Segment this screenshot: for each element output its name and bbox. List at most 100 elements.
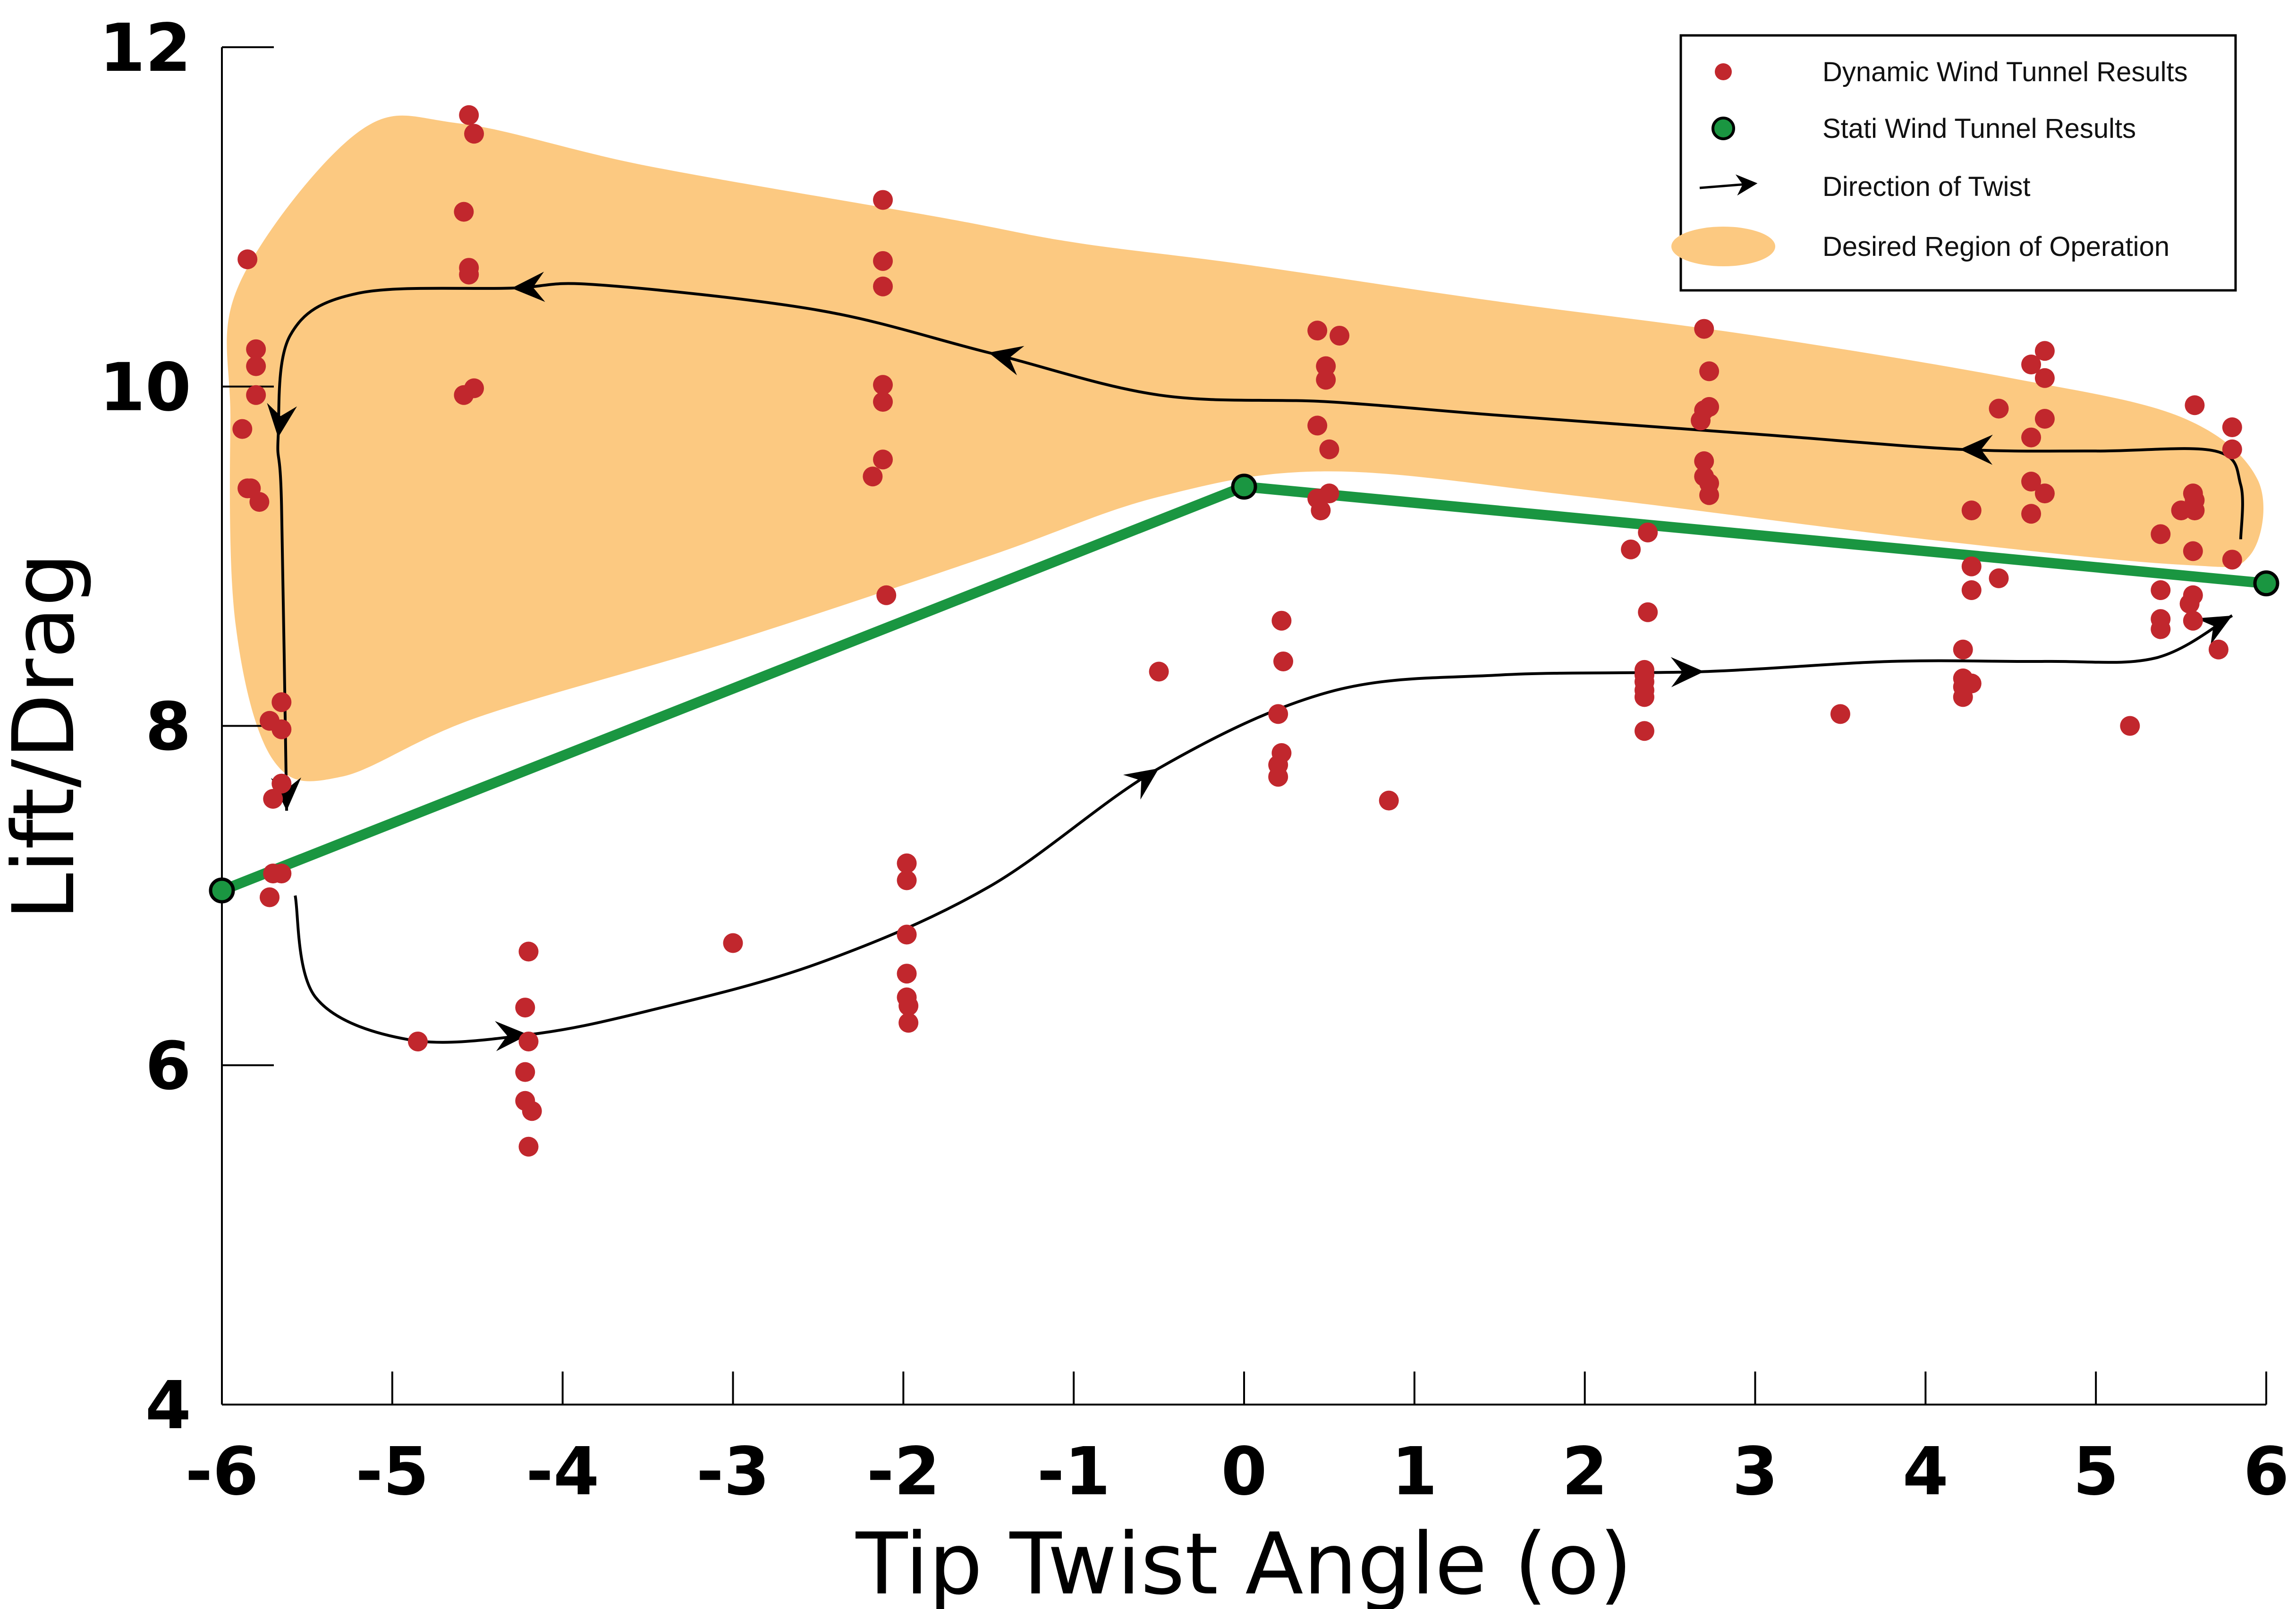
dynamic-point — [1961, 556, 1982, 576]
dynamic-point — [518, 941, 539, 962]
twist-arrowhead — [267, 403, 297, 438]
dynamic-point — [1694, 319, 1714, 339]
dynamic-point — [876, 585, 897, 605]
y-tick-label: 6 — [145, 1028, 191, 1105]
dynamic-point — [459, 264, 479, 285]
dynamic-point — [246, 339, 266, 359]
twist-arrowhead — [1123, 768, 1159, 800]
dynamic-point — [271, 773, 292, 794]
dynamic-point — [2222, 439, 2242, 459]
dynamic-point — [1638, 602, 1658, 622]
desired-region-layer — [227, 115, 2264, 781]
dynamic-point — [1268, 704, 1288, 724]
dynamic-point — [2151, 524, 2171, 544]
dynamic-point — [522, 1101, 542, 1121]
dynamic-point — [898, 996, 919, 1016]
x-tick-label: -3 — [696, 1433, 770, 1510]
twist-arrowhead — [1670, 657, 1704, 687]
dynamic-point — [2222, 550, 2242, 570]
x-tick-label: 1 — [1391, 1433, 1437, 1510]
dynamic-point — [873, 449, 893, 470]
twist-arrowhead — [511, 271, 545, 302]
dynamic-point — [873, 190, 893, 210]
x-tick-label: -5 — [356, 1433, 429, 1510]
dynamic-point — [249, 492, 270, 512]
dynamic-point — [515, 1062, 535, 1082]
twist-path-increasing — [294, 614, 2233, 1044]
dynamic-point — [271, 719, 292, 739]
x-tick-label: -1 — [1037, 1433, 1110, 1510]
dynamic-point — [1307, 321, 1328, 341]
dynamic-point — [723, 933, 743, 953]
dynamic-point — [1621, 539, 1641, 559]
static-point — [2253, 570, 2279, 597]
dynamic-point — [1268, 767, 1288, 787]
y-tick-label: 12 — [99, 10, 191, 87]
dynamic-point — [897, 853, 917, 873]
dynamic-point — [1316, 370, 1336, 390]
dynamic-series-layer — [232, 105, 2242, 1157]
dynamic-point — [2021, 427, 2042, 448]
y-tick-label: 8 — [145, 689, 191, 766]
twist-arrowhead — [495, 1021, 529, 1051]
twist-arrowhead — [1959, 434, 1993, 465]
x-axis-title: Tip Twist Angle (o) — [856, 1515, 1633, 1609]
twist-path-decreasing — [276, 282, 2244, 811]
dynamic-point — [1307, 415, 1328, 436]
dynamic-point — [1989, 398, 2009, 419]
dynamic-point — [1319, 483, 1339, 504]
dynamic-point — [1961, 580, 1982, 600]
legend-arrow-marker — [1699, 174, 1758, 196]
dynamic-point — [1271, 610, 1292, 631]
dynamic-point — [1691, 410, 1711, 431]
dynamic-point — [2185, 395, 2205, 415]
legend-dynamic-label: Dynamic Wind Tunnel Results — [1822, 57, 2188, 87]
dynamic-point — [271, 864, 292, 884]
dynamic-point — [2151, 580, 2171, 600]
x-tick-label: 5 — [2073, 1433, 2118, 1510]
dynamic-point — [1694, 451, 1714, 471]
dynamic-point — [260, 887, 280, 907]
dynamic-point — [459, 105, 479, 125]
y-tick-label: 10 — [99, 349, 191, 426]
dynamic-point — [263, 789, 283, 809]
dynamic-point — [1953, 639, 1973, 660]
dynamic-point — [2151, 619, 2171, 639]
dynamic-point — [2034, 483, 2055, 504]
dynamic-point — [897, 964, 917, 984]
dynamic-point — [2222, 417, 2242, 437]
dynamic-point — [897, 924, 917, 945]
dynamic-point — [1638, 522, 1658, 542]
legend-region-label: Desired Region of Operation — [1822, 231, 2169, 262]
dynamic-point — [1319, 439, 1339, 459]
x-tick-label: 2 — [1562, 1433, 1608, 1510]
dynamic-point — [2021, 472, 2042, 491]
dynamic-point — [2185, 500, 2205, 521]
legend-region-marker — [1671, 227, 1775, 266]
x-tick-label: 4 — [1903, 1433, 1949, 1510]
dynamic-point — [2034, 341, 2055, 361]
dynamic-point — [237, 249, 258, 270]
legend-arrow-label: Direction of Twist — [1822, 171, 2031, 202]
dynamic-point — [2208, 639, 2228, 660]
dynamic-point — [1311, 500, 1331, 521]
x-tick-label: -6 — [185, 1433, 259, 1510]
legend: Dynamic Wind Tunnel Results Stati Wind T… — [1671, 34, 2237, 292]
dynamic-point — [873, 375, 893, 395]
dynamic-point — [518, 1136, 539, 1157]
dynamic-point — [2021, 504, 2042, 524]
legend-static-label: Stati Wind Tunnel Results — [1822, 113, 2136, 144]
twist-arrowhead — [988, 346, 1025, 375]
legend-static-marker — [1711, 117, 1735, 140]
y-tick-label: 4 — [145, 1367, 191, 1444]
dynamic-point — [873, 276, 893, 296]
dynamic-point — [1830, 704, 1850, 724]
dynamic-point — [2034, 368, 2055, 388]
dynamic-point — [2034, 409, 2055, 429]
dynamic-point — [2021, 355, 2042, 375]
x-tick-label: -2 — [867, 1433, 940, 1510]
dynamic-point — [515, 998, 535, 1018]
dynamic-point — [1989, 568, 2009, 588]
x-tick-label: -4 — [526, 1433, 600, 1510]
